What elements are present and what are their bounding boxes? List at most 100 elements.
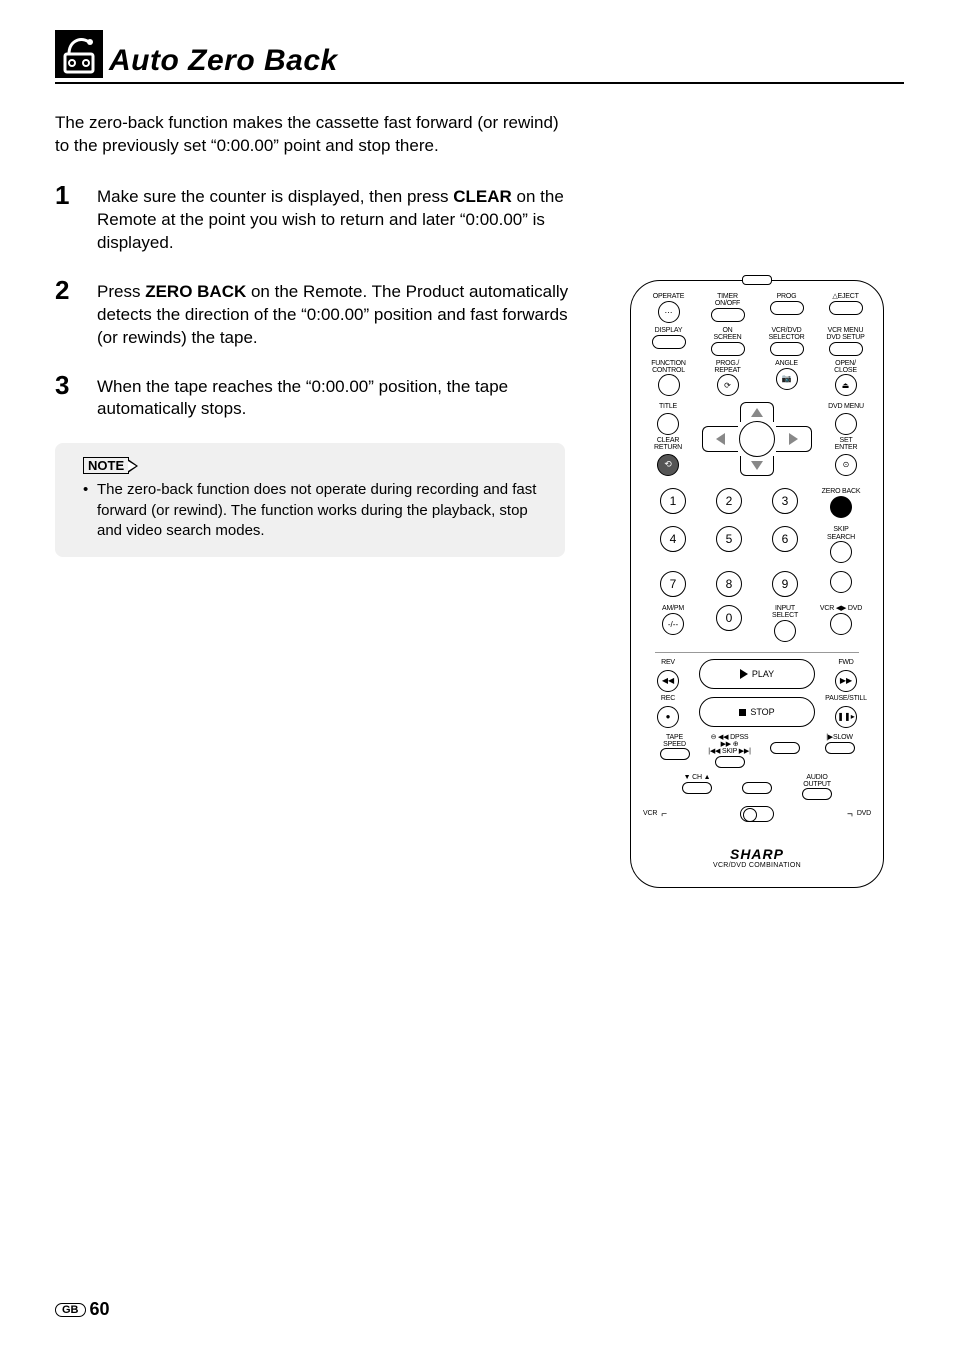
ch-label: ▼ CH ▲ (684, 774, 711, 782)
inputsel-label: INPUT SELECT (763, 605, 807, 620)
step-2: 2 Press ZERO BACK on the Remote. The Pro… (55, 277, 585, 350)
step-3: 3 When the tape reaches the “0:00.00” po… (55, 372, 585, 422)
onscreen-label: ON SCREEN (714, 327, 742, 342)
step-body: When the tape reaches the “0:00.00” posi… (97, 372, 585, 422)
num-0-button: 0 (716, 605, 742, 631)
selector-button (770, 342, 804, 356)
tapespeed-button (660, 748, 690, 760)
vcrmenu-button (829, 342, 863, 356)
bullet-icon: • (83, 480, 97, 541)
timer-label: TIMER ON/OFF (715, 293, 740, 308)
input-select-button (774, 620, 796, 642)
dpad-right-button (776, 426, 812, 452)
angle-label: ANGLE (775, 360, 798, 368)
steps-list: 1 Make sure the counter is displayed, th… (55, 182, 585, 422)
step-number: 3 (55, 372, 97, 422)
step-number: 1 (55, 182, 97, 255)
brand-sublabel: VCR/DVD COMBINATION (643, 862, 871, 869)
num-7-button: 7 (660, 571, 686, 597)
page-footer: GB 60 (55, 1299, 110, 1320)
num-6-button: 6 (772, 526, 798, 552)
operate-button: ⋯ (658, 301, 680, 323)
repeat-label: PROG./ REPEAT (714, 360, 740, 375)
rec-button: ● (657, 706, 679, 728)
pause-button: ❚❚▸ (835, 706, 857, 728)
zeroback-label: ZERO BACK (822, 488, 861, 496)
num-1-button: 1 (660, 488, 686, 514)
display-button (652, 335, 686, 349)
note-box: NOTE • The zero-back function does not o… (55, 443, 565, 557)
dpad-down-button (740, 456, 774, 476)
extra-button (830, 571, 852, 593)
zero-back-button (830, 496, 852, 518)
eject-label: △EJECT (832, 293, 858, 301)
cassette-icon (55, 30, 103, 78)
skip-button (770, 742, 800, 754)
fwd-button: ▶▶ (835, 670, 857, 692)
selector-label: VCR/DVD SELECTOR (768, 327, 804, 342)
ch-up-button (742, 782, 772, 794)
eject-button (829, 301, 863, 315)
note-text: The zero-back function does not operate … (97, 480, 549, 541)
dpss-button (715, 756, 745, 768)
function-button (658, 374, 680, 396)
display-label: DISPLAY (655, 327, 683, 335)
audio-button (802, 788, 832, 800)
dvdmenu-button (835, 413, 857, 435)
dpad-left-button (702, 426, 738, 452)
step-body: Make sure the counter is displayed, then… (97, 182, 585, 255)
rev-label: REV (661, 659, 675, 667)
play-button: PLAY (699, 659, 815, 689)
dpad (702, 402, 812, 476)
title-button (657, 413, 679, 435)
skip-search-button (830, 541, 852, 563)
dpad-center-button (739, 421, 775, 457)
vcr-dvd-switch (740, 806, 774, 822)
prog-button (770, 301, 804, 315)
num-9-button: 9 (772, 571, 798, 597)
ch-down-button (682, 782, 712, 794)
dpad-up-button (740, 402, 774, 422)
rev-button: ◀◀ (657, 670, 679, 692)
step-number: 2 (55, 277, 97, 350)
repeat-button: ⟳ (717, 374, 739, 396)
skipsearch-label: SKIP SEARCH (819, 526, 863, 541)
prog-label: PROG (777, 293, 797, 301)
openclose-label: OPEN/ CLOSE (834, 360, 857, 375)
fwd-label: FWD (838, 659, 853, 667)
num-4-button: 4 (660, 526, 686, 552)
slow-label: |▶SLOW (826, 734, 853, 742)
note-label: NOTE (83, 457, 129, 474)
operate-label: OPERATE (653, 293, 685, 301)
region-badge: GB (55, 1303, 86, 1317)
onscreen-button (711, 342, 745, 356)
clear-return-button: ⟲ (657, 454, 679, 476)
angle-button: 📷 (776, 368, 798, 390)
note-item: • The zero-back function does not operat… (83, 480, 549, 541)
page-header: Auto Zero Back (55, 30, 904, 84)
brand-label: SHARP (643, 846, 871, 862)
switch-dvd-label: DVD (857, 810, 871, 818)
slow-button (825, 742, 855, 754)
dpss-label: ⊖ ◀◀ DPSS ▶▶ ⊕ |◀◀ SKIP ▶▶| (706, 734, 753, 756)
ampm-button: -/-- (662, 613, 684, 635)
page-title: Auto Zero Back (109, 44, 338, 78)
title-label: TITLE (659, 403, 677, 411)
openclose-button: ⏏ (835, 374, 857, 396)
ir-window-icon (742, 275, 772, 285)
page-number: 60 (90, 1299, 110, 1320)
set-enter-button: ⊙ (835, 454, 857, 476)
num-3-button: 3 (772, 488, 798, 514)
num-2-button: 2 (716, 488, 742, 514)
dvdmenu-label: DVD MENU (828, 403, 864, 411)
clear-label: CLEAR RETURN (654, 437, 682, 452)
vcrmenu-label: VCR MENU DVD SETUP (826, 327, 864, 342)
set-label: SET ENTER (835, 437, 858, 452)
stop-button: STOP (699, 697, 815, 727)
switch-vcr-label: VCR (643, 810, 657, 818)
rec-label: REC (661, 695, 675, 703)
num-8-button: 8 (716, 571, 742, 597)
num-5-button: 5 (716, 526, 742, 552)
pause-label: PAUSE/STILL (825, 695, 867, 703)
remote-diagram: OPERATE⋯ TIMER ON/OFF PROG △EJECT DISPLA… (630, 280, 884, 888)
